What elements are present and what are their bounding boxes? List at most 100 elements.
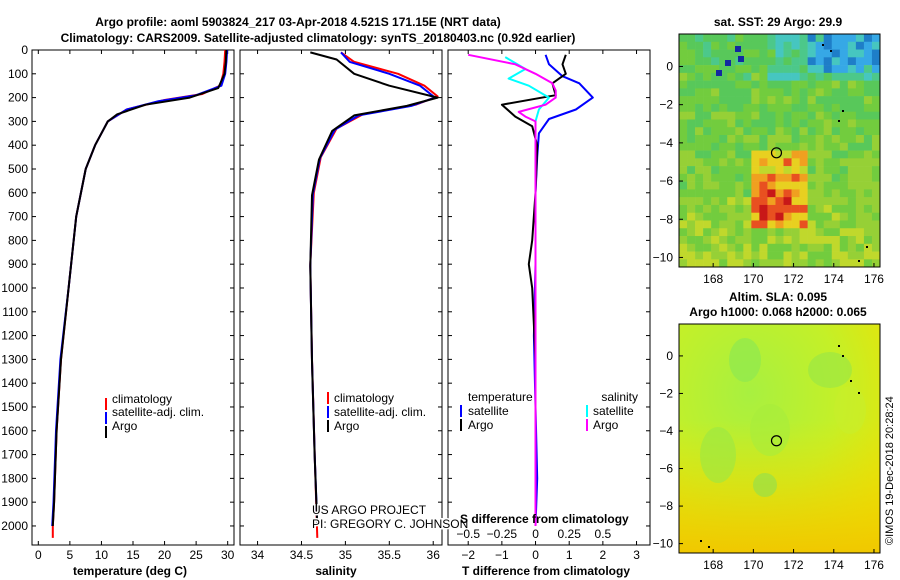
- sst-cell: [775, 111, 784, 120]
- sst-cell: [687, 119, 696, 128]
- sst-cell: [735, 197, 744, 206]
- sst-cell: [823, 251, 833, 260]
- sst-cell: [799, 212, 808, 221]
- sst-cell: [719, 204, 728, 214]
- sst-cell: [807, 243, 816, 252]
- sst-cell: [831, 259, 841, 268]
- sst-cell: [799, 96, 808, 105]
- temperature-legend: climatology satellite-adj. clim. Argo: [105, 392, 204, 438]
- sst-cell: [703, 158, 712, 167]
- sst-cell: [703, 197, 712, 206]
- sst-cell: [735, 72, 744, 81]
- sst-cell: [751, 34, 760, 43]
- sst-cell: [871, 173, 881, 182]
- sst-cell: [695, 135, 704, 144]
- s-difference-ticks: −0.5 −0.25 0 0.25 0.5: [456, 527, 611, 541]
- sst-cell: [711, 80, 720, 89]
- island-dot: [842, 355, 844, 357]
- sst-cell: [839, 57, 849, 66]
- sst-cell: [815, 251, 825, 260]
- sst-cell: [687, 135, 696, 144]
- sst-cell: [863, 251, 873, 260]
- sst-cell: [711, 204, 720, 214]
- sst-cell: [855, 259, 865, 268]
- x-tick-label: 35: [339, 548, 353, 562]
- salinity-axis-label: salinity: [315, 564, 357, 578]
- lon-tick-label: 172: [784, 272, 804, 286]
- sst-cell: [703, 41, 712, 50]
- sst-cell: [775, 57, 784, 66]
- sst-cell: [767, 65, 776, 74]
- sst-cell: [767, 96, 776, 105]
- lat-tick-label: −2: [659, 98, 673, 112]
- sst-cell: [703, 34, 712, 43]
- sst-cell: [735, 150, 744, 159]
- lat-tick-label: −2: [659, 386, 673, 400]
- sst-cell: [719, 228, 728, 237]
- sst-cell: [743, 251, 752, 260]
- sst-cell: [679, 80, 688, 89]
- sst-cell: [711, 72, 720, 81]
- sst-cell: [767, 236, 776, 245]
- legend-satellite: satellite-adj. clim.: [334, 405, 426, 419]
- sst-cell: [815, 228, 825, 237]
- sst-cell: [711, 103, 720, 112]
- x-tick-label: 3: [633, 548, 640, 562]
- sst-cell: [743, 41, 752, 50]
- sst-cell: [703, 142, 712, 151]
- sst-cell: [743, 236, 752, 245]
- sst-cell: [679, 96, 688, 105]
- sst-cell: [791, 41, 800, 50]
- sst-cell: [807, 166, 816, 175]
- sst-cell: [799, 173, 808, 182]
- sst-cell: [823, 243, 833, 252]
- sst-cell: [687, 57, 696, 66]
- sst-cell: [719, 41, 728, 50]
- sst-cell: [807, 34, 816, 43]
- sst-cell: [743, 127, 752, 136]
- sst-cell: [687, 65, 696, 74]
- sst-cell: [743, 181, 752, 190]
- sst-cell: [743, 243, 752, 252]
- sla-eddy-2: [808, 352, 852, 388]
- sst-cell: [783, 251, 792, 260]
- sst-cell: [791, 212, 800, 221]
- sst-cell: [807, 197, 816, 206]
- sst-cell: [743, 135, 752, 144]
- sst-cell: [871, 189, 881, 198]
- sst-cell: [799, 150, 808, 159]
- sst-cell: [807, 228, 816, 237]
- sst-cell: [703, 204, 712, 214]
- sst-cell: [823, 228, 833, 237]
- sst-cell: [847, 212, 857, 221]
- sst-cell: [831, 41, 841, 50]
- sst-cell: [831, 96, 841, 105]
- sst-cell: [711, 251, 720, 260]
- sst-cell: [735, 65, 744, 74]
- sst-cell: [687, 212, 696, 221]
- sst-cell: [815, 189, 825, 198]
- sst-cell: [791, 236, 800, 245]
- sst-cell: [735, 259, 744, 268]
- sst-cell: [823, 259, 833, 268]
- sst-cell: [775, 80, 784, 89]
- sst-cell: [767, 212, 776, 221]
- sst-cell: [775, 158, 784, 167]
- sst-cell: [855, 173, 865, 182]
- sst-cell: [743, 80, 752, 89]
- sst-cell: [807, 142, 816, 151]
- sst-cell: [815, 166, 825, 175]
- sst-cell: [783, 41, 792, 50]
- sst-cell: [743, 173, 752, 182]
- sst-cell: [847, 127, 857, 136]
- sst-cell: [703, 135, 712, 144]
- island-dot: [838, 120, 840, 122]
- sst-cell: [799, 220, 808, 229]
- sst-cell: [679, 197, 688, 206]
- sst-cell: [839, 135, 849, 144]
- sst-cell: [735, 228, 744, 237]
- sst-cell: [807, 220, 816, 229]
- sst-cell: [847, 228, 857, 237]
- sst-cell: [815, 173, 825, 182]
- sst-cell: [727, 251, 736, 260]
